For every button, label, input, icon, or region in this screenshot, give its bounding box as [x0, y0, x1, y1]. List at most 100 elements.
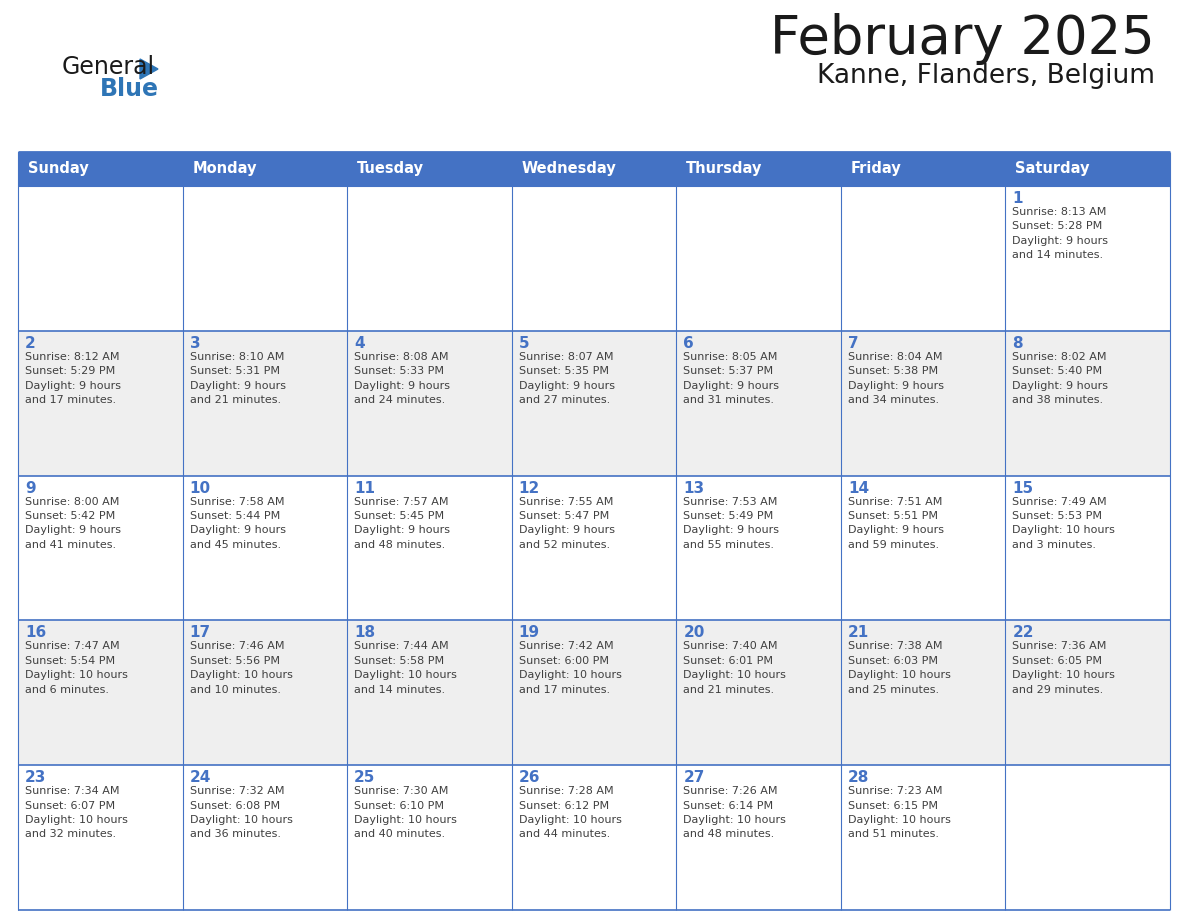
Text: 15: 15 — [1012, 481, 1034, 496]
Text: Sunrise: 7:58 AM
Sunset: 5:44 PM
Daylight: 9 hours
and 45 minutes.: Sunrise: 7:58 AM Sunset: 5:44 PM Dayligh… — [190, 497, 285, 550]
Text: Sunrise: 7:30 AM
Sunset: 6:10 PM
Daylight: 10 hours
and 40 minutes.: Sunrise: 7:30 AM Sunset: 6:10 PM Dayligh… — [354, 786, 457, 839]
Text: 9: 9 — [25, 481, 36, 496]
Bar — [841, 476, 1005, 621]
Bar — [512, 186, 676, 330]
Text: Sunrise: 8:10 AM
Sunset: 5:31 PM
Daylight: 9 hours
and 21 minutes.: Sunrise: 8:10 AM Sunset: 5:31 PM Dayligh… — [190, 352, 285, 405]
Bar — [676, 330, 841, 476]
Text: Sunrise: 7:26 AM
Sunset: 6:14 PM
Daylight: 10 hours
and 48 minutes.: Sunrise: 7:26 AM Sunset: 6:14 PM Dayligh… — [683, 786, 786, 839]
Text: 7: 7 — [848, 336, 859, 351]
Text: Sunrise: 7:28 AM
Sunset: 6:12 PM
Daylight: 10 hours
and 44 minutes.: Sunrise: 7:28 AM Sunset: 6:12 PM Dayligh… — [519, 786, 621, 839]
Bar — [347, 476, 512, 621]
Bar — [676, 766, 841, 910]
Bar — [347, 186, 512, 330]
Bar — [347, 621, 512, 766]
Text: Sunrise: 7:51 AM
Sunset: 5:51 PM
Daylight: 9 hours
and 59 minutes.: Sunrise: 7:51 AM Sunset: 5:51 PM Dayligh… — [848, 497, 943, 550]
Bar — [512, 621, 676, 766]
Bar — [183, 330, 347, 476]
Bar — [841, 766, 1005, 910]
Text: Sunrise: 7:53 AM
Sunset: 5:49 PM
Daylight: 9 hours
and 55 minutes.: Sunrise: 7:53 AM Sunset: 5:49 PM Dayligh… — [683, 497, 779, 550]
Bar — [676, 621, 841, 766]
Bar — [676, 186, 841, 330]
Text: 12: 12 — [519, 481, 541, 496]
Bar — [347, 330, 512, 476]
Text: 22: 22 — [1012, 625, 1034, 641]
Polygon shape — [140, 59, 158, 79]
Text: Saturday: Saturday — [1016, 162, 1089, 176]
Text: Sunrise: 7:42 AM
Sunset: 6:00 PM
Daylight: 10 hours
and 17 minutes.: Sunrise: 7:42 AM Sunset: 6:00 PM Dayligh… — [519, 642, 621, 695]
Bar — [18, 330, 183, 476]
Text: 24: 24 — [190, 770, 211, 785]
Bar — [1005, 766, 1170, 910]
Text: Sunrise: 7:36 AM
Sunset: 6:05 PM
Daylight: 10 hours
and 29 minutes.: Sunrise: 7:36 AM Sunset: 6:05 PM Dayligh… — [1012, 642, 1116, 695]
Text: 26: 26 — [519, 770, 541, 785]
Text: Monday: Monday — [192, 162, 257, 176]
Text: Sunrise: 8:13 AM
Sunset: 5:28 PM
Daylight: 9 hours
and 14 minutes.: Sunrise: 8:13 AM Sunset: 5:28 PM Dayligh… — [1012, 207, 1108, 260]
Text: Sunrise: 7:49 AM
Sunset: 5:53 PM
Daylight: 10 hours
and 3 minutes.: Sunrise: 7:49 AM Sunset: 5:53 PM Dayligh… — [1012, 497, 1116, 550]
Text: 28: 28 — [848, 770, 870, 785]
Text: 10: 10 — [190, 481, 210, 496]
Text: 16: 16 — [25, 625, 46, 641]
Text: Sunrise: 8:04 AM
Sunset: 5:38 PM
Daylight: 9 hours
and 34 minutes.: Sunrise: 8:04 AM Sunset: 5:38 PM Dayligh… — [848, 352, 943, 405]
Bar — [18, 186, 183, 330]
Bar — [183, 476, 347, 621]
Text: 21: 21 — [848, 625, 870, 641]
Text: Sunrise: 7:46 AM
Sunset: 5:56 PM
Daylight: 10 hours
and 10 minutes.: Sunrise: 7:46 AM Sunset: 5:56 PM Dayligh… — [190, 642, 292, 695]
Bar — [1005, 152, 1170, 186]
Bar — [841, 330, 1005, 476]
Text: Sunrise: 7:23 AM
Sunset: 6:15 PM
Daylight: 10 hours
and 51 minutes.: Sunrise: 7:23 AM Sunset: 6:15 PM Dayligh… — [848, 786, 950, 839]
Bar — [1005, 186, 1170, 330]
Text: 13: 13 — [683, 481, 704, 496]
Bar — [512, 152, 676, 186]
Text: Thursday: Thursday — [687, 162, 763, 176]
Text: February 2025: February 2025 — [770, 13, 1155, 65]
Bar — [183, 766, 347, 910]
Text: Wednesday: Wednesday — [522, 162, 617, 176]
Text: 1: 1 — [1012, 191, 1023, 206]
Text: Sunrise: 8:02 AM
Sunset: 5:40 PM
Daylight: 9 hours
and 38 minutes.: Sunrise: 8:02 AM Sunset: 5:40 PM Dayligh… — [1012, 352, 1108, 405]
Text: 8: 8 — [1012, 336, 1023, 351]
Text: Sunrise: 7:57 AM
Sunset: 5:45 PM
Daylight: 9 hours
and 48 minutes.: Sunrise: 7:57 AM Sunset: 5:45 PM Dayligh… — [354, 497, 450, 550]
Bar — [841, 621, 1005, 766]
Text: 14: 14 — [848, 481, 868, 496]
Text: Sunrise: 7:40 AM
Sunset: 6:01 PM
Daylight: 10 hours
and 21 minutes.: Sunrise: 7:40 AM Sunset: 6:01 PM Dayligh… — [683, 642, 786, 695]
Bar — [1005, 476, 1170, 621]
Text: 19: 19 — [519, 625, 539, 641]
Text: Sunrise: 7:44 AM
Sunset: 5:58 PM
Daylight: 10 hours
and 14 minutes.: Sunrise: 7:44 AM Sunset: 5:58 PM Dayligh… — [354, 642, 457, 695]
Text: 4: 4 — [354, 336, 365, 351]
Text: Sunrise: 8:12 AM
Sunset: 5:29 PM
Daylight: 9 hours
and 17 minutes.: Sunrise: 8:12 AM Sunset: 5:29 PM Dayligh… — [25, 352, 121, 405]
Text: Kanne, Flanders, Belgium: Kanne, Flanders, Belgium — [817, 63, 1155, 89]
Text: 25: 25 — [354, 770, 375, 785]
Bar — [841, 186, 1005, 330]
Text: Sunrise: 8:07 AM
Sunset: 5:35 PM
Daylight: 9 hours
and 27 minutes.: Sunrise: 8:07 AM Sunset: 5:35 PM Dayligh… — [519, 352, 614, 405]
Text: 6: 6 — [683, 336, 694, 351]
Text: Sunrise: 7:38 AM
Sunset: 6:03 PM
Daylight: 10 hours
and 25 minutes.: Sunrise: 7:38 AM Sunset: 6:03 PM Dayligh… — [848, 642, 950, 695]
Text: Sunrise: 7:55 AM
Sunset: 5:47 PM
Daylight: 9 hours
and 52 minutes.: Sunrise: 7:55 AM Sunset: 5:47 PM Dayligh… — [519, 497, 614, 550]
Text: Sunrise: 8:00 AM
Sunset: 5:42 PM
Daylight: 9 hours
and 41 minutes.: Sunrise: 8:00 AM Sunset: 5:42 PM Dayligh… — [25, 497, 121, 550]
Text: Sunrise: 7:32 AM
Sunset: 6:08 PM
Daylight: 10 hours
and 36 minutes.: Sunrise: 7:32 AM Sunset: 6:08 PM Dayligh… — [190, 786, 292, 839]
Text: 18: 18 — [354, 625, 375, 641]
Bar — [183, 186, 347, 330]
Bar — [183, 152, 347, 186]
Text: 11: 11 — [354, 481, 375, 496]
Bar — [347, 766, 512, 910]
Bar — [676, 152, 841, 186]
Text: Sunrise: 8:05 AM
Sunset: 5:37 PM
Daylight: 9 hours
and 31 minutes.: Sunrise: 8:05 AM Sunset: 5:37 PM Dayligh… — [683, 352, 779, 405]
Bar — [18, 476, 183, 621]
Bar — [676, 476, 841, 621]
Text: 2: 2 — [25, 336, 36, 351]
Text: 17: 17 — [190, 625, 210, 641]
Text: 20: 20 — [683, 625, 704, 641]
Bar — [512, 330, 676, 476]
Bar — [18, 152, 183, 186]
Text: General: General — [62, 55, 156, 79]
Bar — [841, 152, 1005, 186]
Text: 5: 5 — [519, 336, 530, 351]
Text: Sunrise: 7:47 AM
Sunset: 5:54 PM
Daylight: 10 hours
and 6 minutes.: Sunrise: 7:47 AM Sunset: 5:54 PM Dayligh… — [25, 642, 128, 695]
Text: 27: 27 — [683, 770, 704, 785]
Text: Sunrise: 7:34 AM
Sunset: 6:07 PM
Daylight: 10 hours
and 32 minutes.: Sunrise: 7:34 AM Sunset: 6:07 PM Dayligh… — [25, 786, 128, 839]
Text: 3: 3 — [190, 336, 201, 351]
Bar — [512, 766, 676, 910]
Text: Friday: Friday — [851, 162, 902, 176]
Text: Blue: Blue — [100, 77, 159, 101]
Bar — [1005, 330, 1170, 476]
